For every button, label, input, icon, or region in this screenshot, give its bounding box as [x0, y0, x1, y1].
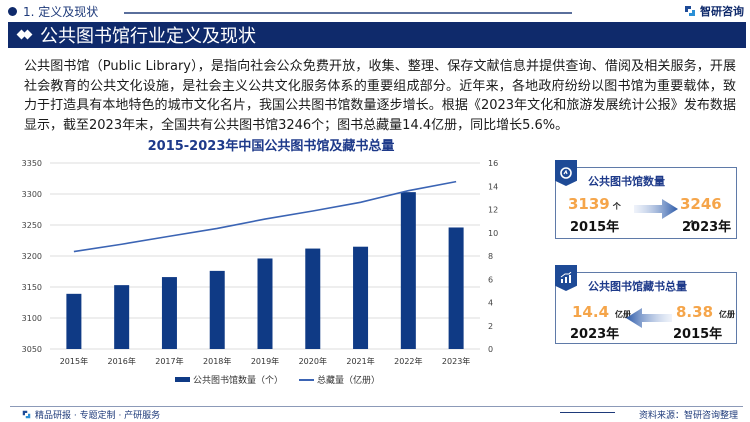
card-badge — [555, 160, 577, 186]
x-tick: 2015年 — [60, 356, 88, 366]
y-right-tick: 0 — [488, 345, 493, 354]
y-left-tick: 3350 — [22, 159, 42, 168]
bar — [353, 246, 369, 349]
legend-bar-label: 公共图书馆数量（个） — [193, 376, 284, 386]
footer-divider — [10, 406, 743, 407]
bullet-dot-icon — [8, 6, 17, 16]
x-tick: 2022年 — [394, 356, 422, 366]
source-note: 资料来源：智研咨询整理 — [638, 411, 738, 421]
card-start-year: 2023年 — [570, 327, 620, 342]
y-right-tick: 8 — [488, 252, 493, 261]
arrow-left-icon — [626, 308, 672, 328]
legend-item-line: 总藏量（亿册） — [299, 373, 380, 386]
section-label: 1. 定义及现状 — [23, 4, 99, 19]
bar — [305, 248, 321, 349]
value-number: 14.4 — [572, 303, 610, 321]
value-number: 3139 — [568, 195, 610, 213]
x-tick: 2020年 — [299, 356, 327, 366]
value-unit: 亿册 — [615, 310, 632, 319]
x-tick: 2021年 — [346, 356, 374, 366]
library-count-card: 公共图书馆数量 3139 个 2015年 3246个 2023年 — [555, 160, 737, 239]
brand-logo: 智研咨询 — [684, 3, 744, 19]
y-right-tick: 10 — [488, 229, 498, 238]
source-divider — [560, 412, 615, 413]
value-number: 3246 — [680, 195, 722, 213]
page-title-bar: 公共图书馆行业定义及现状 — [8, 22, 746, 48]
chart-legend: 公共图书馆数量（个） 总藏量（亿册） — [175, 373, 380, 386]
card-badge — [555, 265, 577, 291]
bar — [66, 293, 82, 349]
footer-tagline: 精品研报 · 专题定制 · 产研服务 — [22, 408, 160, 421]
section-header: 1. 定义及现状 — [8, 3, 98, 19]
bar — [448, 227, 464, 349]
y-left-tick: 3300 — [22, 190, 42, 199]
bar-chart-icon — [560, 272, 572, 283]
brand-logo-icon — [685, 6, 695, 16]
value-number: 8.38 — [676, 303, 714, 321]
value-unit: 个 — [612, 202, 621, 211]
legend-line-swatch-icon — [299, 378, 315, 381]
brand-name: 智研咨询 — [700, 5, 744, 18]
y-right-tick: 12 — [488, 206, 498, 215]
y-right-tick: 16 — [488, 159, 498, 168]
x-tick: 2023年 — [442, 356, 470, 366]
y-left-tick: 3150 — [22, 283, 42, 292]
card-title: 公共图书馆藏书总量 — [588, 280, 687, 293]
card-start-value: 14.4 亿册 — [572, 303, 631, 321]
bar — [161, 277, 177, 349]
page-title: 公共图书馆行业定义及现状 — [40, 26, 256, 47]
library-gauge-icon — [560, 167, 572, 179]
legend-line-label: 总藏量（亿册） — [317, 376, 381, 386]
legend-bar-swatch-icon — [175, 377, 190, 382]
diamond-icon — [16, 29, 33, 40]
arrow-right-icon — [634, 199, 678, 219]
y-left-tick: 3250 — [22, 221, 42, 230]
intro-paragraph: 公共图书馆（Public Library），是指向社会公众免费开放，收集、整理、… — [24, 59, 736, 133]
combo-chart: 3050 3100 3150 3200 3250 3300 3350 0 2 4 6 8 10 12 14 1… — [22, 159, 499, 366]
bar — [114, 285, 130, 349]
card-end-value: 8.38 亿册 — [676, 303, 735, 321]
bar — [257, 258, 273, 349]
x-tick: 2018年 — [203, 356, 231, 366]
card-start-value: 3139 个 — [568, 195, 621, 213]
header-divider — [124, 12, 572, 14]
value-unit: 个 — [688, 220, 696, 229]
y-right-tick: 2 — [488, 322, 493, 331]
card-title: 公共图书馆数量 — [588, 175, 665, 188]
y-right-tick: 6 — [488, 275, 493, 284]
bar — [209, 270, 225, 349]
card-end-year: 2023年 — [682, 220, 732, 235]
card-end-value: 3246 个 — [680, 195, 736, 231]
footer-tagline-text: 精品研报 · 专题定制 · 产研服务 — [35, 411, 161, 421]
x-tick: 2016年 — [107, 356, 135, 366]
y-left-tick: 3050 — [22, 345, 42, 354]
card-start-year: 2015年 — [570, 220, 620, 235]
brand-logo-small-icon — [22, 410, 31, 419]
value-unit: 亿册 — [719, 310, 736, 319]
chart-title: 2015-2023年中国公共图书馆及藏书总量 — [147, 139, 395, 154]
line-series — [73, 180, 457, 253]
x-tick: 2017年 — [155, 356, 183, 366]
legend-item-bar: 公共图书馆数量（个） — [175, 373, 283, 386]
y-left-tick: 3100 — [22, 314, 42, 323]
book-collection-card: 公共图书馆藏书总量 14.4 亿册 2023年 8.38 亿册 2015年 — [555, 265, 737, 344]
y-right-tick: 4 — [488, 299, 493, 308]
x-tick: 2019年 — [251, 356, 279, 366]
y-left-tick: 3200 — [22, 252, 42, 261]
y-right-tick: 14 — [488, 182, 498, 191]
card-end-year: 2015年 — [673, 327, 723, 342]
bar — [400, 192, 416, 349]
